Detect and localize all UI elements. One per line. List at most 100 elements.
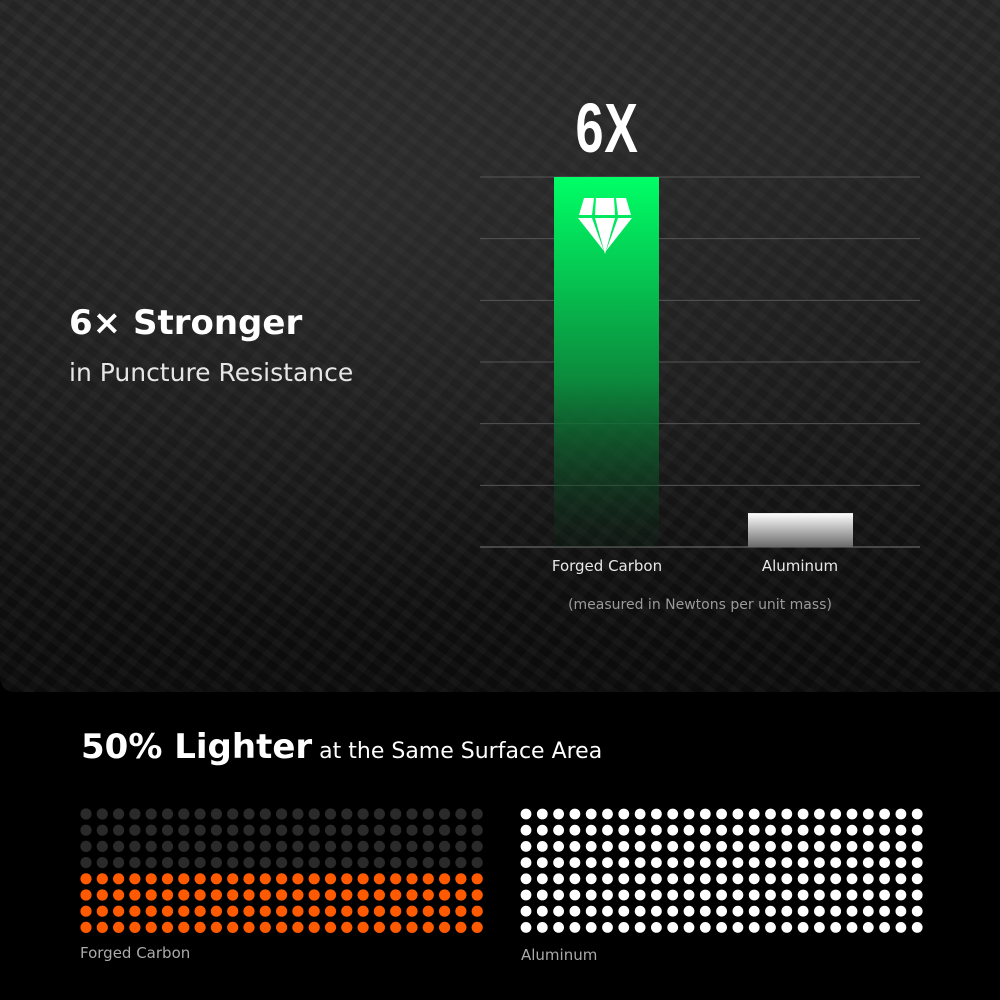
dot-filled [569, 857, 581, 868]
dot-empty [373, 808, 385, 820]
dot-empty [276, 857, 288, 869]
dot-filled [732, 905, 744, 917]
dot-filled [569, 873, 581, 885]
dot-empty [439, 824, 451, 836]
ratio-label: 6X [575, 89, 639, 167]
dot-filled [145, 873, 157, 885]
dot-empty [406, 808, 418, 820]
dot-filled [683, 857, 695, 868]
dot-filled [781, 873, 793, 885]
dot-empty [243, 840, 255, 853]
dot-filled [569, 841, 581, 852]
dot-filled [862, 889, 874, 901]
dot-filled [814, 824, 825, 836]
dot-filled [716, 905, 727, 917]
dot-filled [259, 921, 271, 934]
dot-empty [227, 857, 239, 869]
dot-filled [96, 921, 108, 934]
dot-filled [911, 873, 923, 885]
dot-filled [406, 889, 418, 901]
dot-empty [161, 808, 174, 820]
dot-filled [341, 905, 353, 917]
dot-filled [765, 889, 776, 901]
dot-empty [276, 808, 288, 820]
dot-empty [422, 824, 434, 836]
dot-filled [732, 873, 744, 885]
dot-filled [667, 841, 679, 852]
dot-filled [814, 841, 825, 852]
dot-filled [651, 808, 662, 820]
dot-filled [699, 905, 711, 917]
dot-filled [814, 857, 825, 868]
dot-filled [585, 889, 597, 901]
dot-filled [553, 857, 564, 868]
dot-filled [194, 921, 206, 934]
grid-label-aluminum: Aluminum [521, 946, 598, 964]
dot-empty [324, 824, 337, 836]
dot-empty [292, 808, 304, 820]
dot-filled [879, 905, 890, 917]
dot-empty [373, 857, 385, 869]
dot-filled [846, 889, 858, 901]
dot-filled [422, 889, 434, 901]
dot-filled [161, 905, 174, 917]
dot-filled [390, 889, 402, 901]
dot-filled [748, 873, 760, 885]
dot-filled [765, 922, 776, 933]
dot-filled [259, 889, 271, 901]
dot-filled [911, 922, 923, 933]
strength-subheadline: in Puncture Resistance [69, 358, 354, 387]
dot-filled [520, 857, 532, 868]
dot-filled [667, 905, 679, 917]
dot-filled [129, 905, 141, 917]
dot-filled [814, 873, 825, 885]
dot-filled [830, 857, 842, 868]
dot-filled [830, 889, 842, 901]
dot-empty [357, 808, 369, 820]
dot-filled [602, 889, 613, 901]
dot-filled [227, 889, 239, 901]
dot-filled [536, 889, 548, 901]
dot-empty [178, 824, 190, 836]
dot-empty [324, 808, 337, 820]
dot-empty [471, 857, 483, 869]
dot-filled [585, 824, 597, 836]
dot-empty [390, 857, 402, 869]
dot-filled [585, 905, 597, 917]
dot-filled [210, 889, 222, 901]
dot-filled [585, 922, 597, 933]
dot-filled [194, 905, 206, 917]
dot-empty [259, 808, 271, 820]
weight-headline-rest: at the Same Surface Area [312, 739, 603, 764]
dot-empty [308, 808, 320, 820]
dot-empty [324, 857, 337, 869]
dot-filled [895, 824, 907, 836]
dot-filled [80, 873, 92, 885]
dot-empty [80, 840, 92, 853]
dot-filled [308, 889, 320, 901]
dot-empty [373, 824, 385, 836]
dot-empty [341, 808, 353, 820]
dot-filled [748, 808, 760, 820]
dot-empty [292, 824, 304, 836]
dot-filled [895, 889, 907, 901]
dot-filled [651, 889, 662, 901]
dot-filled [781, 841, 793, 852]
dot-filled [830, 824, 842, 836]
dot-filled [618, 873, 630, 885]
dot-filled [846, 873, 858, 885]
dot-empty [194, 824, 206, 836]
dot-empty [194, 857, 206, 869]
dot-filled [439, 905, 451, 917]
dot-filled [536, 857, 548, 868]
dot-empty [259, 857, 271, 869]
dot-filled [667, 873, 679, 885]
dot-filled [895, 857, 907, 868]
dot-filled [96, 905, 108, 917]
dot-filled [113, 889, 125, 901]
dot-filled [80, 889, 92, 901]
dot-empty [357, 824, 369, 836]
dot-filled [422, 905, 434, 917]
dot-empty [113, 824, 125, 836]
